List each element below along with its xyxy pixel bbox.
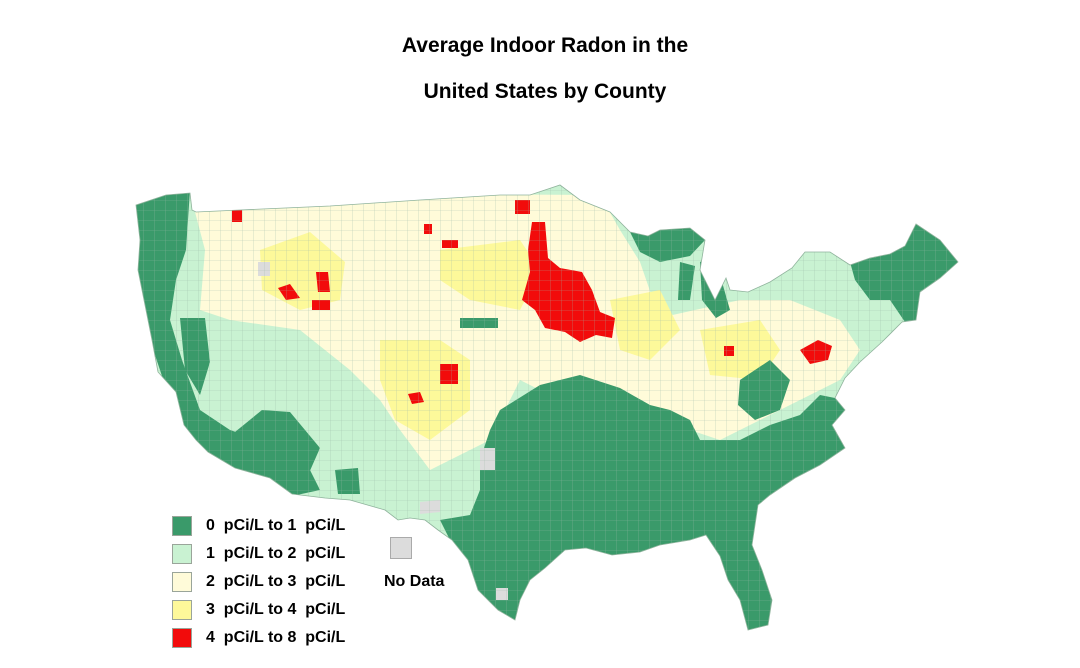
legend-item-1-2: 1 pCi/L to 2 pCi/L [172,544,412,566]
legend-label: 1 pCi/L to 2 pCi/L [206,545,346,562]
no-data-swatch [390,537,412,559]
legend-label: 4 pCi/L to 8 pCi/L [206,629,346,646]
legend-item-2-3: 2 pCi/L to 3 pCi/L [172,572,412,594]
legend-label: 0 pCi/L to 1 pCi/L [206,517,346,534]
legend-swatch [172,516,192,536]
legend-swatch [172,572,192,592]
legend-swatch [172,544,192,564]
legend-label: 2 pCi/L to 3 pCi/L [206,573,346,590]
no-data-label: No Data [384,573,445,590]
county-boundaries [136,185,958,630]
legend-item-3-4: 3 pCi/L to 4 pCi/L [172,600,412,622]
legend-swatch [172,628,192,648]
legend-label: 3 pCi/L to 4 pCi/L [206,601,346,618]
legend-item-4-8: 4 pCi/L to 8 pCi/L [172,628,412,650]
legend-item-0-1: 0 pCi/L to 1 pCi/L [172,516,412,538]
legend-swatch [172,600,192,620]
map-title-line-2: United States by County [423,80,667,103]
map-title-line-1: Average Indoor Radon in the [401,34,689,57]
us-outline [135,184,959,631]
